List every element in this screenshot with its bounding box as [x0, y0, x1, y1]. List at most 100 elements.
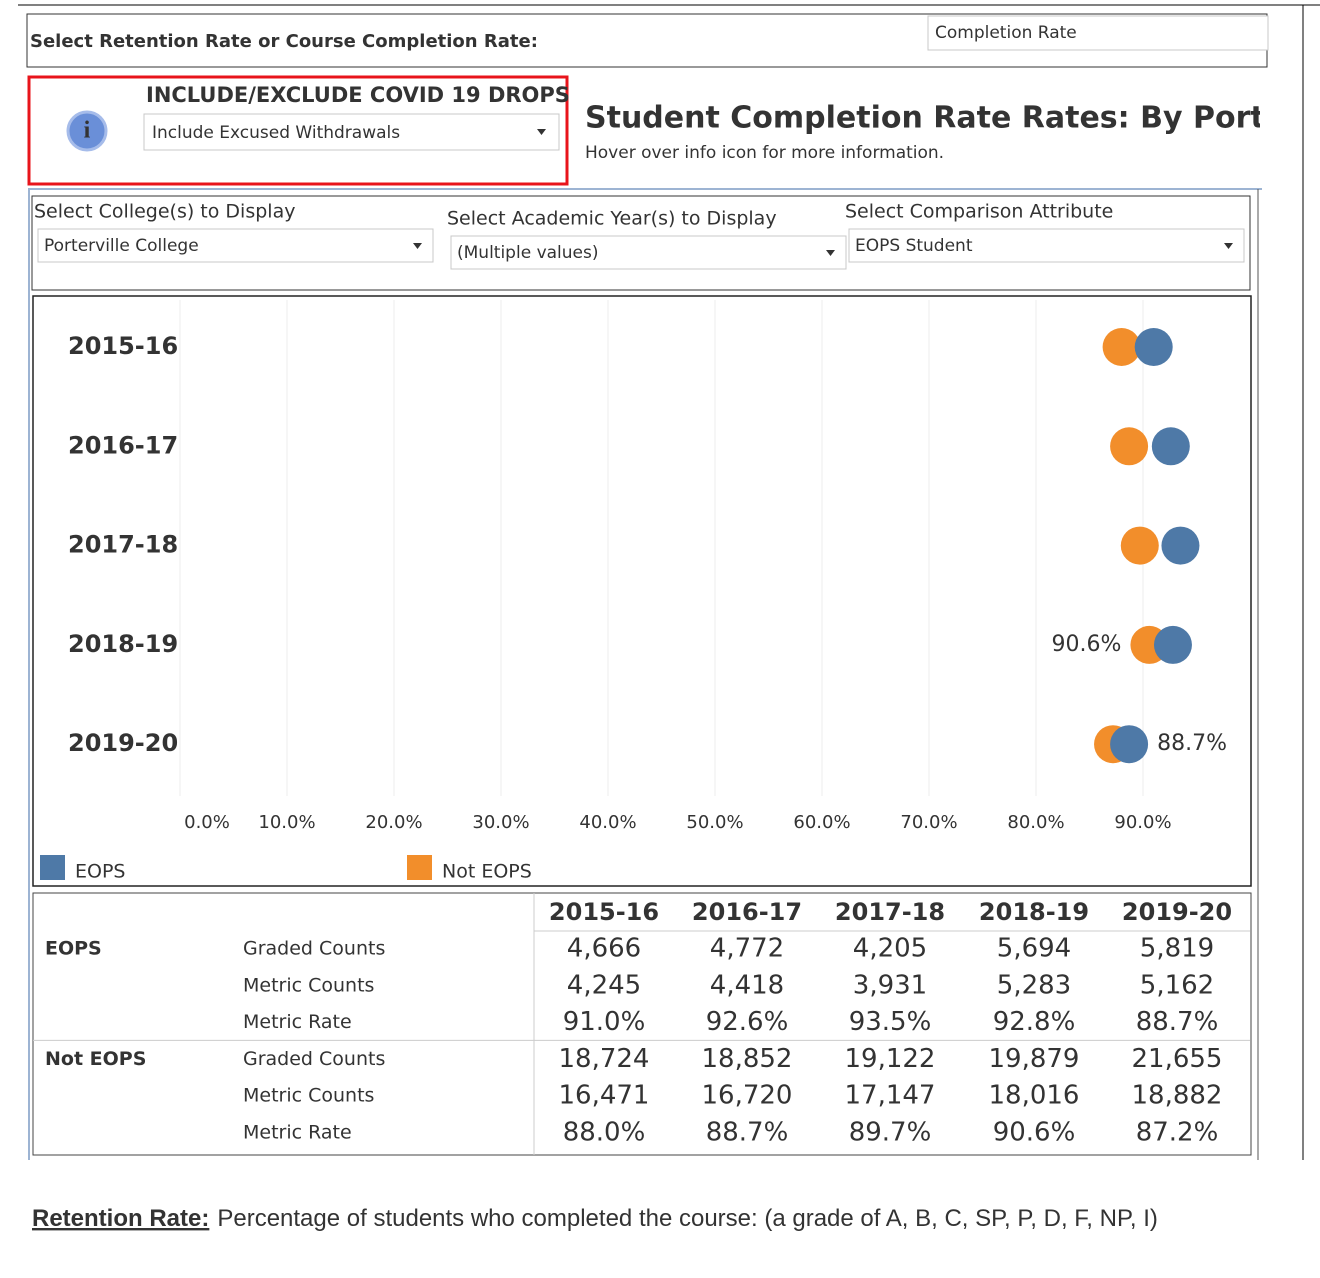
chart-frame	[32, 295, 1252, 887]
table-cell: 5,694	[997, 934, 1071, 964]
metric-label: Metric Rate	[243, 1122, 352, 1144]
filter-value[interactable]: Porterville College	[44, 236, 199, 256]
x-tick-label: 40.0%	[579, 812, 636, 833]
table-header: 2016-17	[692, 898, 802, 926]
table-cell: 4,245	[567, 970, 641, 1000]
dot[interactable]	[1110, 427, 1149, 466]
x-tick-label: 30.0%	[472, 812, 529, 833]
filter-dropdown[interactable]	[848, 228, 1245, 263]
table-cell: 89.7%	[849, 1118, 932, 1148]
dropdown-arrow	[537, 129, 546, 135]
filter-value[interactable]: (Multiple values)	[457, 243, 599, 263]
table-cell: 92.6%	[706, 1007, 789, 1037]
value-label: 90.6%	[1052, 632, 1122, 657]
filters: Select College(s) to Display Porterville …	[34, 201, 1245, 270]
table-cell: 19,879	[989, 1044, 1080, 1074]
category-label: 2018-19	[68, 630, 178, 658]
table-cell: 4,666	[567, 934, 641, 964]
x-tick-label: 50.0%	[686, 812, 743, 833]
table-header: 2018-19	[979, 898, 1089, 926]
table-cell: 5,819	[1140, 934, 1214, 964]
table-cell: 4,418	[710, 970, 784, 1000]
table-cell: 91.0%	[563, 1007, 646, 1037]
table-cell: 18,882	[1132, 1081, 1223, 1111]
prompt: Select Retention Rate or Course Completi…	[30, 31, 538, 52]
subtitle: Hover over info icon for more informatio…	[585, 143, 944, 163]
metric-dropdown[interactable]	[927, 15, 1269, 51]
covid-dropdown[interactable]	[143, 113, 560, 151]
footer: Retention Rate: Percentage of students wh…	[32, 1205, 1158, 1232]
x-tick-label: 10.0%	[258, 812, 315, 833]
covid-value[interactable]: Include Excused Withdrawals	[152, 123, 400, 143]
legend-swatch	[40, 855, 65, 880]
table-cell: 3,931	[853, 970, 927, 1000]
table-cell: 16,720	[702, 1081, 793, 1111]
category-label: 2016-17	[68, 431, 178, 459]
table-header: 2015-16	[549, 898, 659, 926]
table-cell: 93.5%	[849, 1007, 932, 1037]
legend-label: EOPS	[75, 861, 125, 883]
category-label: 2015-16	[68, 332, 178, 360]
filter-label: Select Academic Year(s) to Display	[447, 208, 777, 230]
table-cell: 18,852	[702, 1044, 793, 1074]
metric-value[interactable]: Completion Rate	[935, 23, 1077, 43]
chart: 0.0% 10.0% 20.0% 30.0% 40.0% 50.0% 60.0% 70.0% 8…	[40, 300, 1227, 883]
table-header: 2017-18	[835, 898, 945, 926]
table-cell: 90.6%	[993, 1118, 1076, 1148]
footer-term: Retention Rate:	[32, 1205, 209, 1232]
info-icon[interactable]	[66, 110, 108, 152]
filter-value[interactable]: EOPS Student	[855, 236, 973, 256]
table-cell: 4,772	[710, 934, 784, 964]
table-cell: 5,283	[997, 970, 1071, 1000]
group-label: EOPS	[45, 938, 102, 960]
table-cell: 88.7%	[1136, 1007, 1219, 1037]
footer-definition: Percentage of students who completed the…	[217, 1205, 1158, 1232]
legend-label: Not EOPS	[442, 861, 532, 883]
metric-label: Graded Counts	[243, 938, 385, 960]
dot[interactable]	[1151, 427, 1190, 466]
dropdown-arrow	[826, 250, 835, 256]
x-tick-label: 0.0%	[184, 812, 230, 833]
table-cell: 16,471	[559, 1081, 650, 1111]
metric-label: Metric Counts	[243, 974, 374, 996]
dot[interactable]	[1102, 328, 1141, 366]
dot[interactable]	[1110, 725, 1149, 764]
table-cell: 18,724	[559, 1044, 650, 1074]
filter-dropdown[interactable]	[450, 235, 847, 270]
value-label: 88.7%	[1157, 731, 1227, 756]
category-label: 2017-18	[68, 531, 178, 559]
table-cell: 18,016	[989, 1081, 1080, 1111]
group-label: Not EOPS	[45, 1048, 146, 1070]
table-cell: 4,205	[853, 934, 927, 964]
dot[interactable]	[1120, 526, 1159, 565]
dot[interactable]	[1153, 625, 1192, 664]
metric-label: Metric Counts	[243, 1085, 374, 1107]
x-tick-label: 80.0%	[1007, 812, 1064, 833]
dot[interactable]	[1134, 328, 1173, 366]
table-cell: 21,655	[1132, 1044, 1223, 1074]
table-cell: 5,162	[1140, 970, 1214, 1000]
filter-dropdown[interactable]	[37, 228, 434, 263]
metric-label: Graded Counts	[243, 1048, 385, 1070]
info-glyph[interactable]: i	[84, 118, 91, 144]
dropdown-arrow	[413, 243, 422, 249]
title: Student Completion Rate Rates: By Porter	[585, 101, 1300, 136]
legend-swatch	[407, 855, 432, 880]
table-cell: 17,147	[845, 1081, 936, 1111]
x-tick-label: 60.0%	[793, 812, 850, 833]
table-header: 2019-20	[1122, 898, 1232, 926]
dot[interactable]	[1161, 526, 1200, 565]
filter-label: Select Comparison Attribute	[845, 201, 1113, 223]
table-cell: 87.2%	[1136, 1118, 1219, 1148]
category-label: 2019-20	[68, 729, 178, 757]
table-cell: 92.8%	[993, 1007, 1076, 1037]
dropdown-arrow	[1224, 243, 1233, 249]
table-cell: 88.0%	[563, 1118, 646, 1148]
x-tick-label: 90.0%	[1114, 812, 1171, 833]
covid-label: INCLUDE/EXCLUDE COVID 19 DROPS	[146, 83, 570, 107]
x-tick-label: 20.0%	[365, 812, 422, 833]
filter-label: Select College(s) to Display	[34, 201, 295, 223]
table: 2015-16 2016-17 2017-18 2018-19 2019-20 EOPS G…	[33, 893, 1250, 1155]
